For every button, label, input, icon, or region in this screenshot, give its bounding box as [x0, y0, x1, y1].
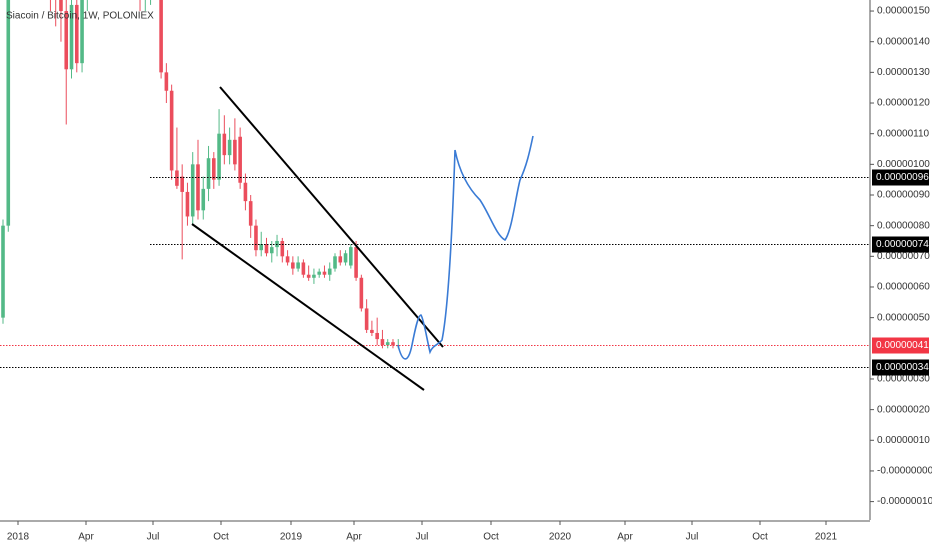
x-tick-label: Apr: [78, 532, 94, 543]
candle-body: [296, 262, 300, 269]
y-tick-label: 0.00000120: [877, 98, 930, 109]
candle-body: [180, 176, 184, 192]
candle-body: [201, 188, 206, 211]
candle-body: [280, 240, 285, 257]
candle-body: [333, 256, 337, 269]
candle-body: [59, 0, 63, 12]
x-tick-label: 2020: [549, 532, 572, 543]
x-tick-label: Jul: [686, 532, 699, 543]
candles: [1, 0, 401, 349]
level-label-box: [872, 236, 929, 253]
candle-body: [164, 72, 169, 91]
candle-body: [343, 253, 348, 263]
y-tick-label: 0.00000110: [877, 128, 930, 139]
candle-body: [327, 268, 332, 275]
level-label-text: 0.00000034: [876, 362, 929, 373]
level-label-box: [872, 169, 929, 186]
x-tick-label: Oct: [213, 532, 229, 543]
candle-body: [74, 4, 79, 64]
level-label-text: 0.00000041: [876, 340, 929, 351]
axes: 0.00000150 0.00000140 0.00000130 0.00000120…: [7, 6, 932, 543]
x-tick-label: 2018: [7, 532, 30, 543]
candle-body: [64, 11, 69, 70]
y-tick-label: -0.00000010: [877, 496, 932, 507]
candle-body: [80, 0, 84, 64]
trendline: [219, 86, 444, 348]
candle-body: [349, 247, 353, 266]
candle-body: [243, 182, 248, 202]
y-tick-label: 0.00000100: [877, 159, 930, 170]
candle-body: [190, 164, 195, 217]
candle-body: [364, 308, 369, 330]
candle-body: [185, 191, 190, 217]
candle-body: [175, 170, 179, 186]
y-tick-label: 0.00000070: [877, 251, 930, 262]
level-label: 0.00000074: [872, 236, 929, 253]
x-tick-label: Apr: [617, 532, 633, 543]
y-tick-label: 0.00000130: [877, 67, 930, 78]
candle-body: [206, 158, 211, 189]
candle-body: [1, 225, 5, 318]
y-tick-label: -0.00000000: [877, 466, 932, 477]
candle-body: [269, 247, 274, 254]
candle-body: [359, 277, 364, 309]
candle-body: [322, 271, 327, 275]
trendline: [191, 223, 425, 391]
x-tick-label: Jul: [416, 532, 429, 543]
candle-body: [338, 256, 343, 263]
candle-body: [354, 247, 358, 278]
candle-body: [248, 201, 253, 226]
y-tick-label: 0.00000010: [877, 435, 930, 446]
candle-body: [238, 136, 242, 183]
y-tick-label: 0.00000060: [877, 282, 930, 293]
candle-body: [317, 271, 321, 275]
level-label-text: 0.00000096: [876, 172, 929, 183]
y-tick-label: 0.00000030: [877, 374, 930, 385]
x-tick-label: Oct: [752, 532, 768, 543]
candle-body: [159, 0, 163, 73]
x-tick-label: 2021: [815, 532, 838, 543]
candle-body: [259, 244, 264, 251]
candle-body: [222, 133, 227, 156]
candle-body: [380, 339, 385, 346]
candle-body: [196, 164, 200, 211]
candle-body: [6, 0, 11, 226]
candle-body: [375, 332, 379, 340]
y-tick-label: 0.00000090: [877, 190, 930, 201]
candle-body: [212, 158, 216, 180]
x-tick-label: 2019: [280, 532, 303, 543]
candle-body: [254, 225, 258, 251]
candle-body: [227, 139, 232, 156]
y-tick-label: 0.00000020: [877, 404, 930, 415]
x-tick-label: Jul: [147, 532, 160, 543]
candle-body: [385, 342, 390, 346]
candle-body: [301, 262, 306, 275]
x-tick-label: Apr: [346, 532, 362, 543]
level-label-box: [872, 337, 929, 354]
candle-body: [233, 139, 237, 165]
chart-title: Siacoin / Bitcoin, 1W, POLONIEX: [6, 11, 154, 22]
candle-body: [370, 329, 374, 333]
level-label-box: [872, 359, 929, 376]
y-tick-label: 0.00000080: [877, 220, 930, 231]
x-tick-label: Oct: [483, 532, 499, 543]
y-tick-label: 0.00000150: [877, 6, 930, 17]
candle-body: [291, 262, 295, 269]
candle-body: [69, 4, 74, 70]
level-label: 0.00000041: [872, 337, 929, 354]
drawn-path: [397, 135, 534, 360]
candle-body: [169, 90, 174, 171]
level-label: 0.00000034: [872, 359, 929, 376]
candle-body: [285, 256, 290, 263]
candle-body: [217, 133, 221, 180]
candle-body: [312, 274, 316, 278]
candle-body: [391, 342, 395, 346]
candle-body: [264, 244, 269, 254]
y-tick-label: 0.00000050: [877, 312, 930, 323]
y-tick-label: 0.00000140: [877, 36, 930, 47]
level-label: 0.00000096: [872, 169, 929, 186]
candle-body: [306, 274, 311, 278]
level-label-text: 0.00000074: [876, 239, 929, 250]
